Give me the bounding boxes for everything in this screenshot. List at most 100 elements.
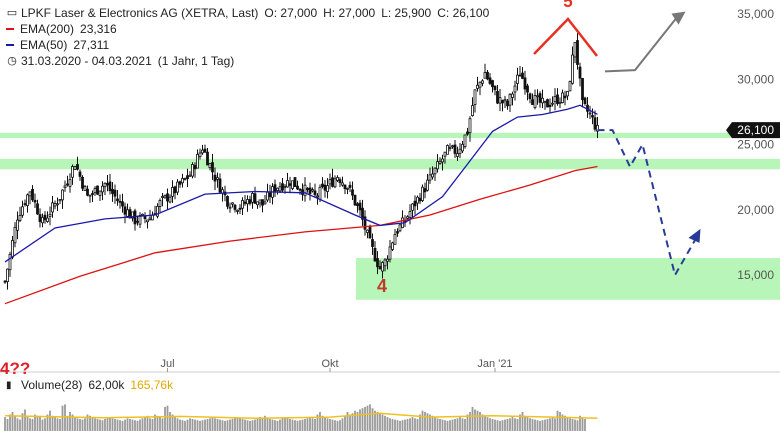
candle-body [313,190,317,196]
candle-body [103,182,107,188]
candle-body [148,217,152,221]
volume-bar [16,418,19,431]
candle-body [136,220,139,223]
volume-bar [486,417,489,431]
candle-body [231,202,234,205]
volume-bar [421,410,424,431]
candle-body [386,258,389,262]
volume-bar [186,419,189,431]
volume-bar [344,415,346,431]
candle-body [383,259,387,267]
candle-body [533,95,537,108]
candle-body [278,186,282,192]
volume-bar [204,419,206,431]
support-zone [0,158,780,170]
volume-bar [494,419,496,431]
volume-bar [209,418,211,431]
candle-body [543,100,547,103]
volume-bar [151,418,154,431]
volume-bar [549,418,551,431]
candle-body [66,183,69,186]
volume-bar [89,415,91,431]
volume-bar [156,415,159,431]
candle-body [566,91,569,97]
candle-body [561,92,564,103]
volume-bar [296,420,299,431]
volume-bar [181,420,184,431]
candle-body [251,193,254,203]
annotations: 5 4 4?? [0,0,598,378]
volume-bar [256,418,259,431]
candle-body [516,74,519,84]
volume-bar [319,411,321,431]
volume-bar [444,420,446,431]
volume-bar [291,419,294,431]
candle-body [218,178,222,193]
candle-body [368,226,372,239]
volume-bar [431,415,434,431]
candle-body [236,209,239,212]
volume-bar [216,418,219,431]
candle-body [591,115,594,118]
volume-bar [339,420,341,431]
volume-bar [179,419,181,431]
price-badge-label: 26,100 [737,123,774,137]
candle-body [31,189,34,201]
volume-bar [286,418,289,431]
candle-body [28,191,32,197]
candle-body [21,206,24,216]
volume-bar [56,418,59,431]
volume-bar [96,418,99,431]
volume-bar [329,418,331,431]
candle-body [481,80,484,84]
chart-legend: ▭ LPKF Laser & Electronics AG (XETRA, La… [6,5,489,69]
volume-bar [126,418,129,431]
volume-bar [11,411,14,431]
volume-bar [389,418,391,431]
volume-bar [116,419,119,431]
volume-bar [534,419,536,431]
volume-bar [424,411,426,431]
volume-bar [246,420,249,431]
volume-bar [261,418,264,431]
candle-body [116,198,119,202]
support-zones [0,132,780,300]
candle-body [173,186,177,194]
volume-bar [316,414,319,431]
candle-body [331,177,334,187]
volume-bar [161,418,164,431]
candle-body [548,104,552,108]
candle-body [11,240,14,258]
volume-bar [71,414,74,431]
candle-body [338,179,342,183]
candle-body [3,280,7,283]
candle-body [563,95,567,99]
volume-bar [169,411,171,431]
candle-body [63,185,67,189]
volume-bar [501,420,504,431]
candle-body [428,174,432,181]
candle-body [56,203,59,206]
candle-body [101,185,104,193]
candle-body [93,188,97,194]
volume-bar [176,418,179,431]
volume-bar [569,418,571,431]
candle-body [468,118,472,134]
candle-body [353,194,357,206]
volume-bar [141,418,144,431]
candle-body [213,174,217,182]
candle-body [418,197,422,202]
candle-body [363,216,367,230]
candle-body [13,226,17,244]
volume-bar [304,418,306,431]
volume-bar [491,418,494,431]
volume-bar [436,418,439,431]
volume-bar [354,410,356,431]
volume-bar [54,417,56,431]
candle-body [421,186,424,201]
x-tick-label: Jan '21 [477,358,512,370]
volume-bar [366,405,369,431]
volume-bar [384,415,386,431]
candle-body [531,99,534,105]
candle-body [246,199,249,205]
